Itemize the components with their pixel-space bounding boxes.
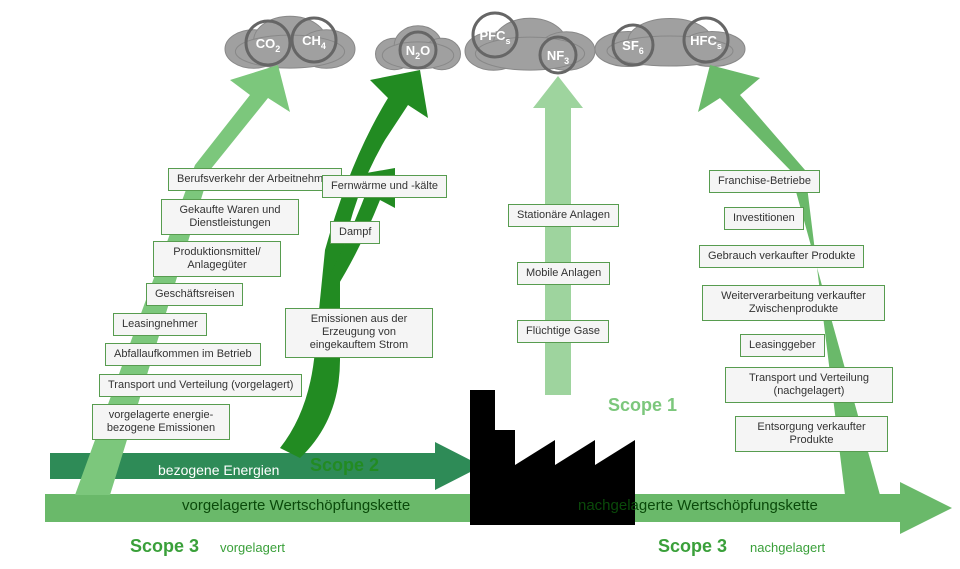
label-scope2: Scope 2 (310, 455, 379, 476)
scope3-up-box-6: Transport und Verteilung (vorgelagert) (99, 374, 302, 397)
arrow-text-wert_nach: nachgelagerte Wertschöpfungskette (578, 497, 818, 514)
scope2-box-0: Fernwärme und -kälte (322, 175, 447, 198)
scope1-box-2: Flüchtige Gase (517, 320, 609, 343)
arrow-text-wert_vor: vorgelagerte Wertschöpfungskette (182, 497, 410, 514)
scope1-box-0: Stationäre Anlagen (508, 204, 619, 227)
scope3-up-box-2: Produktionsmittel/ Anlagegüter (153, 241, 281, 277)
scope3-down-box-2: Gebrauch verkaufter Produkte (699, 245, 864, 268)
scope2-box-2: Emissionen aus der Erzeugung von eingeka… (285, 308, 433, 358)
label-scope1: Scope 1 (608, 395, 677, 416)
arrow-text-bezogene_energien: bezogene Energien (158, 462, 279, 478)
scope3-down-box-5: Transport und Verteilung (nachgelagert) (725, 367, 893, 403)
label-scope3_down_sub: nachgelagert (750, 540, 825, 555)
scope3-down-box-0: Franchise-Betriebe (709, 170, 820, 193)
scope3-down-box-3: Weiterverarbeitung verkaufter Zwischenpr… (702, 285, 885, 321)
scope3-down-box-6: Entsorgung verkaufter Produkte (735, 416, 888, 452)
label-scope3_up_sub: vorgelagert (220, 540, 285, 555)
scope3-up-box-4: Leasingnehmer (113, 313, 207, 336)
scope3-down-box-1: Investitionen (724, 207, 804, 230)
scope3-up-box-5: Abfallaufkommen im Betrieb (105, 343, 261, 366)
scope2-box-1: Dampf (330, 221, 380, 244)
label-scope3_up: Scope 3 (130, 536, 199, 557)
scope3-up-box-1: Gekaufte Waren und Dienstleistungen (161, 199, 299, 235)
scope1-arrow (533, 76, 583, 395)
scope3-up-box-3: Geschäftsreisen (146, 283, 243, 306)
scope3-up-box-0: Berufsverkehr der Arbeitnehmer (168, 168, 342, 191)
scope3-up-box-7: vorgelagerte energie- bezogene Emissione… (92, 404, 230, 440)
scope3-down-box-4: Leasinggeber (740, 334, 825, 357)
scope1-box-1: Mobile Anlagen (517, 262, 610, 285)
scope2-arrow (280, 70, 428, 458)
label-scope3_down: Scope 3 (658, 536, 727, 557)
